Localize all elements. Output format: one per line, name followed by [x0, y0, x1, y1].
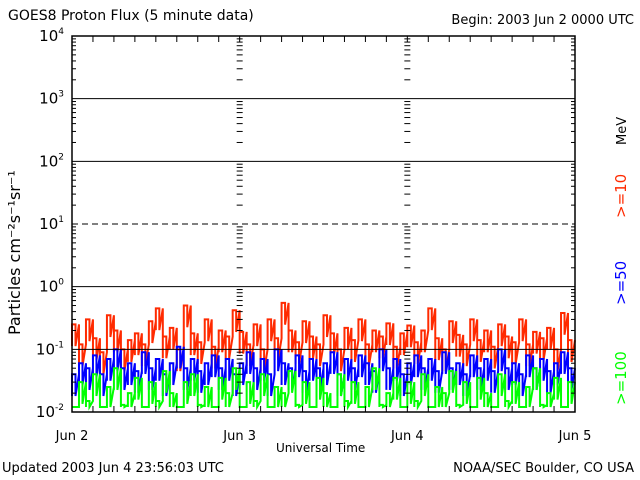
source-label: NOAA/SEC Boulder, CO USA: [453, 461, 634, 476]
begin-label: Begin: 2003 Jun 2 0000 UTC: [451, 13, 634, 28]
y-tick-exponent: 0: [58, 278, 64, 288]
y-tick-label: 10-2: [36, 403, 64, 421]
unit-label: MeV: [615, 117, 630, 145]
legend-label-2: >=100: [612, 351, 630, 405]
y-tick-exponent: 4: [58, 27, 64, 37]
y-tick-label: 100: [39, 278, 64, 296]
y-tick-exponent: -1: [55, 340, 64, 350]
updated-label: Updated 2003 Jun 4 23:56:03 UTC: [2, 461, 224, 476]
y-tick-label: 102: [39, 152, 64, 170]
x-tick-label: Jun 4: [390, 429, 424, 444]
x-tick-label: Jun 2: [55, 429, 89, 444]
y-tick-exponent: 1: [58, 215, 64, 225]
x-tick-label: Jun 5: [558, 429, 592, 444]
y-tick-label: 103: [39, 90, 64, 108]
x-axis-label: Universal Time: [276, 441, 366, 455]
x-tick-label: Jun 3: [222, 429, 256, 444]
plot-frame: [71, 35, 576, 413]
y-axis-label: Particles cm⁻²s⁻¹sr⁻¹: [5, 170, 24, 335]
y-tick-exponent: -2: [55, 403, 64, 413]
legend-label-1: >=50: [612, 261, 630, 305]
legend-label-0: >=10: [612, 174, 630, 218]
y-tick-label: 10-1: [36, 340, 64, 358]
y-tick-label: 104: [39, 27, 64, 45]
y-tick-label: 101: [39, 215, 64, 233]
chart-title: GOES8 Proton Flux (5 minute data): [8, 8, 254, 24]
series-line-2: [72, 367, 576, 411]
y-tick-exponent: 3: [58, 90, 64, 100]
y-tick-exponent: 2: [58, 152, 64, 162]
series-line-0: [71, 301, 576, 375]
series-line-1: [71, 345, 576, 397]
